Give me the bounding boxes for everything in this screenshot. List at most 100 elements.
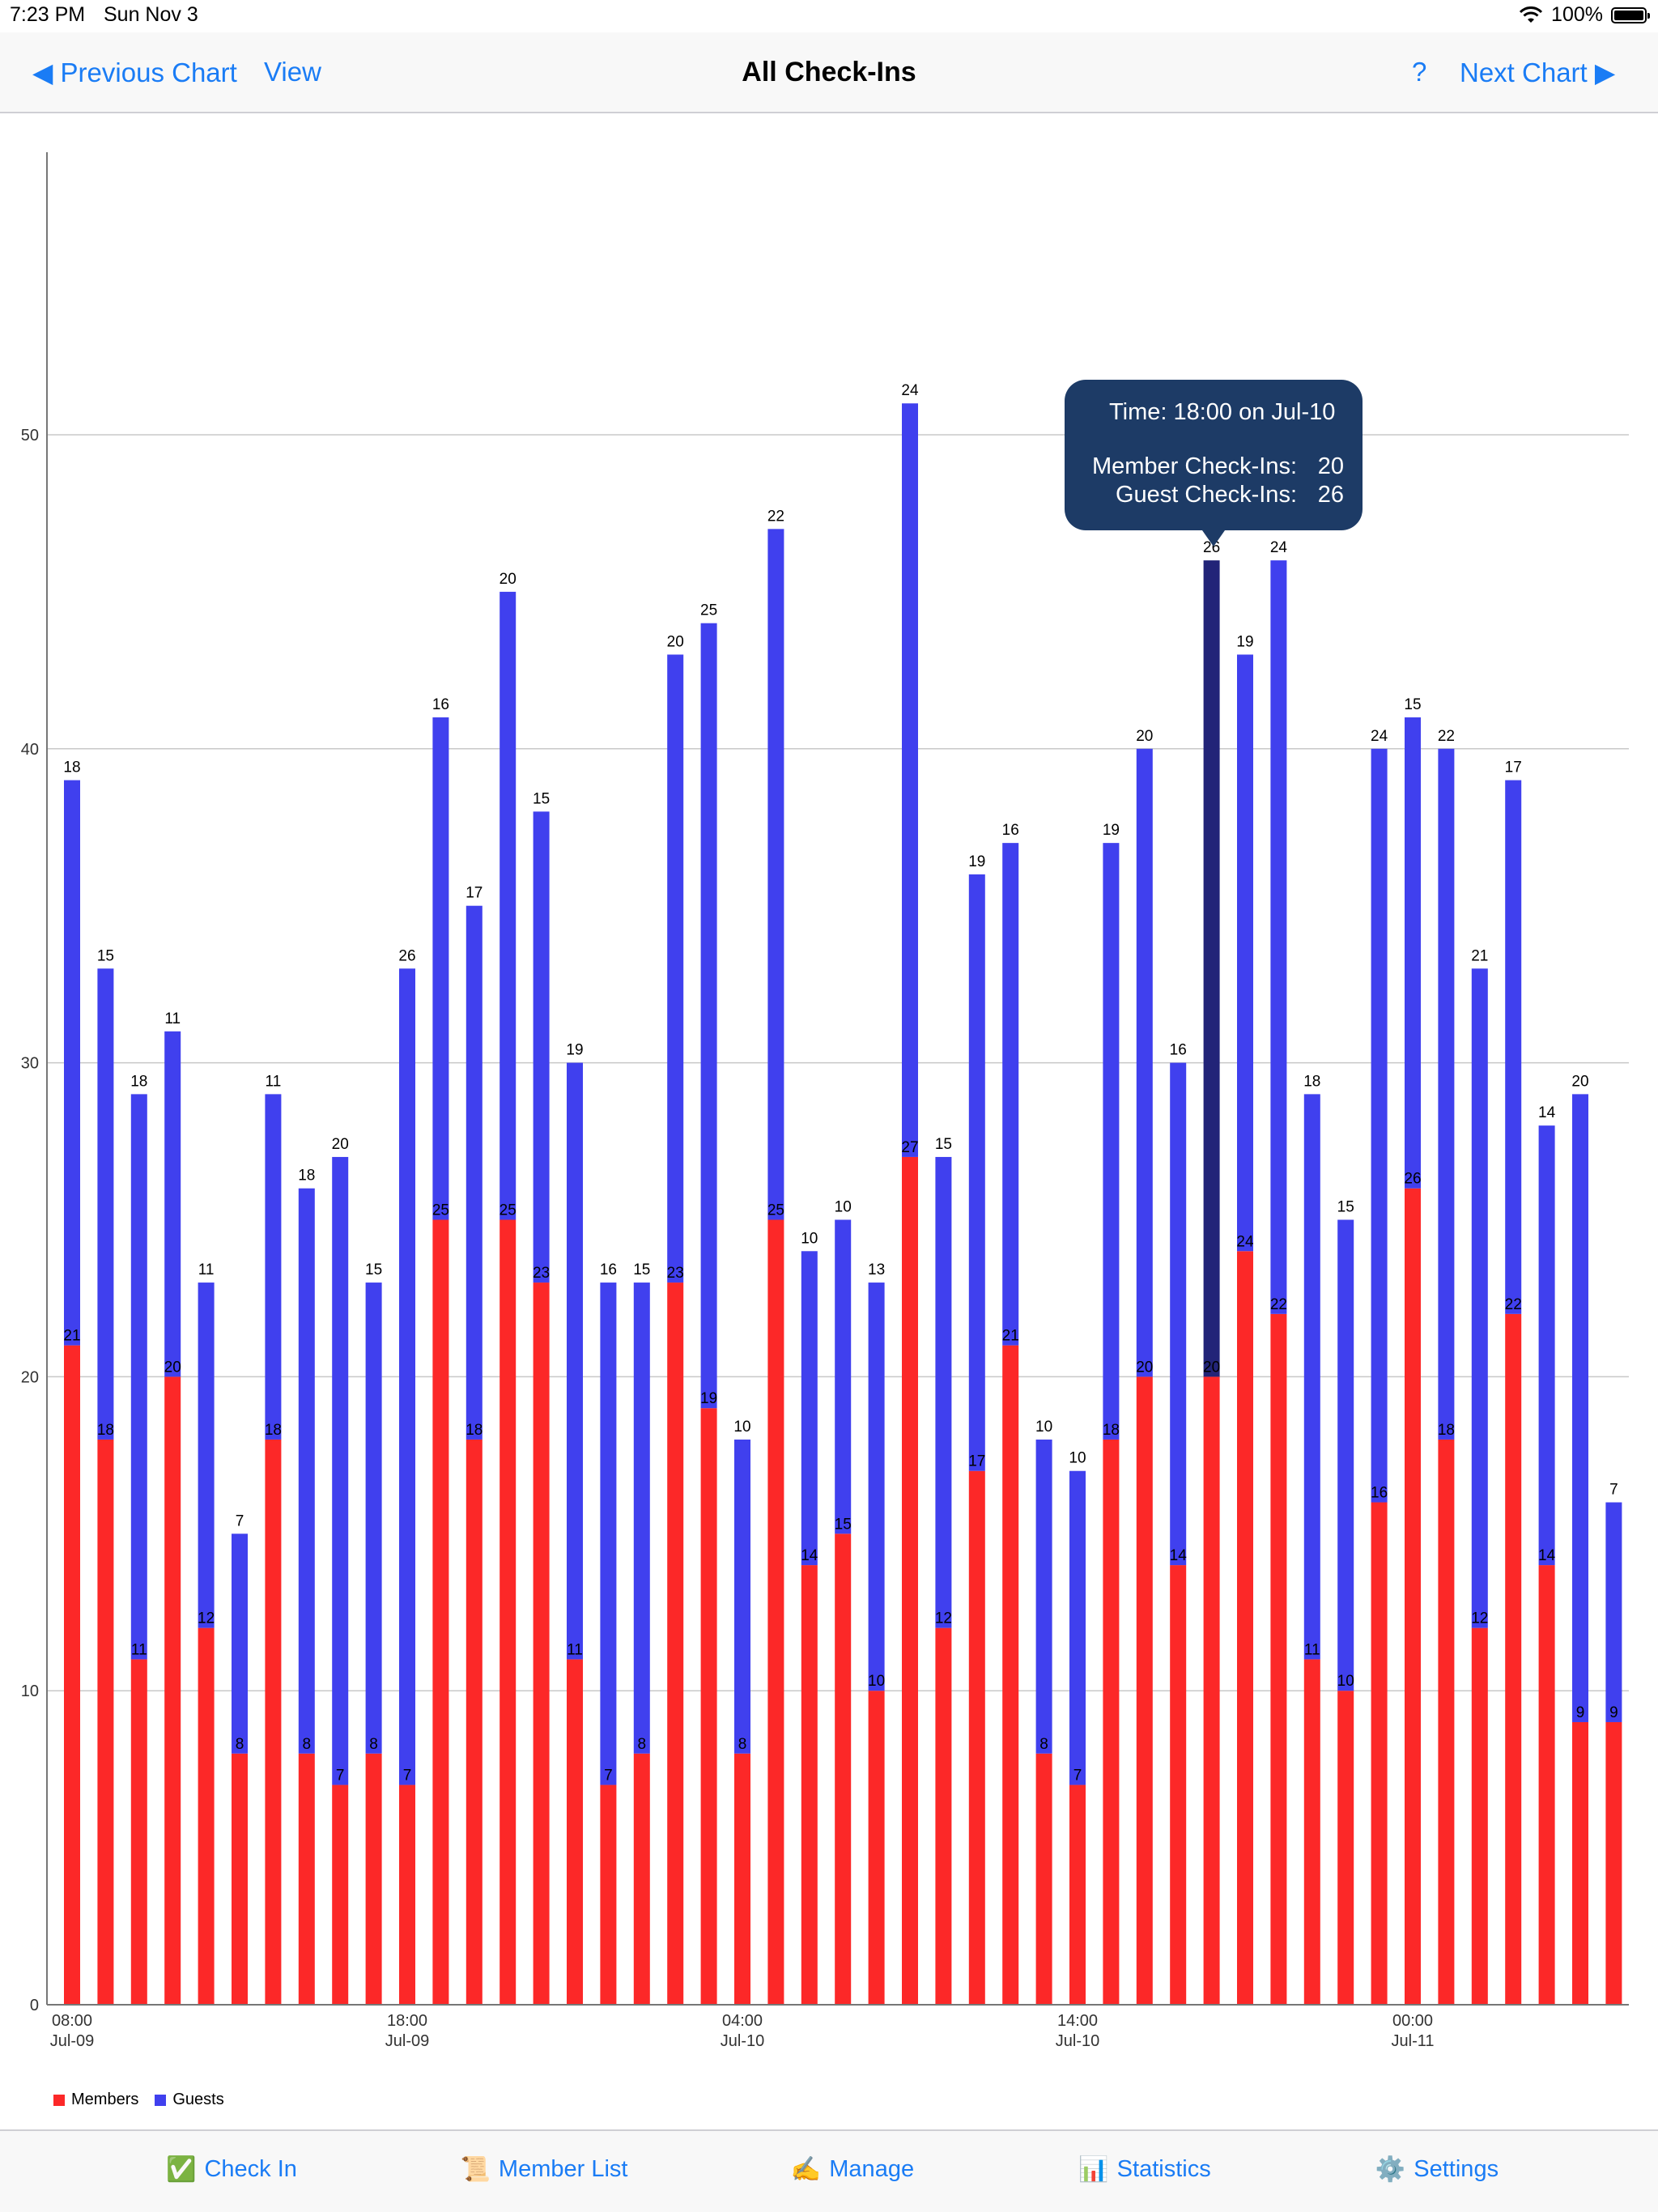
label-members-26: 12 <box>935 1610 952 1627</box>
label-guests-26: 15 <box>935 1136 952 1153</box>
bar-members-38 <box>1337 1691 1354 2005</box>
label-guests-43: 17 <box>1505 759 1522 776</box>
tab-statistics[interactable]: 📊 Statistics <box>1078 2155 1210 2184</box>
view-button[interactable]: View <box>264 57 321 87</box>
tab-settings[interactable]: ⚙️ Settings <box>1375 2155 1499 2184</box>
x-tick-date-30: Jul-10 <box>1056 2032 1099 2050</box>
page-title: All Check-Ins <box>742 57 916 87</box>
tab-check-in[interactable]: ✅ Check In <box>166 2155 297 2184</box>
bar-members-20 <box>734 1753 750 2005</box>
bar-guests-10 <box>399 968 415 1785</box>
label-guests-0: 18 <box>63 759 80 776</box>
bar-guests-17 <box>633 1283 650 1754</box>
bar-members-16 <box>600 1784 617 2005</box>
bar-guests-5 <box>232 1534 248 1754</box>
wifi-icon <box>1519 6 1543 23</box>
label-members-37: 11 <box>1304 1641 1320 1658</box>
labels-layer: 21 18 18 15 11 18 20 11 12 11 8 7 18 11 8 18 7 20 8 15 7 26 25… <box>63 382 1618 1784</box>
bar-members-6 <box>265 1439 282 2005</box>
label-guests-10: 26 <box>398 947 415 964</box>
bar-members-45 <box>1572 1721 1588 2005</box>
label-members-30: 7 <box>1073 1767 1082 1784</box>
label-guests-32: 20 <box>1136 728 1153 745</box>
bar-members-46 <box>1605 1721 1622 2005</box>
bar-guests-3 <box>164 1031 181 1377</box>
label-members-36: 22 <box>1270 1296 1287 1313</box>
label-members-8: 7 <box>336 1767 345 1784</box>
bar-members-27 <box>968 1470 985 2005</box>
tab-bar: ✅ Check In 📜 Member List ✍️ Manage 📊 Sta… <box>0 2129 1658 2212</box>
label-guests-11: 16 <box>432 696 449 713</box>
help-button[interactable]: ? <box>1412 57 1427 87</box>
label-members-34: 20 <box>1203 1359 1220 1376</box>
axis-layer: 0 10 20 30 40 50 08:00 Jul-09 18:00 Jul-09 04:00 Ju… <box>21 151 1629 2050</box>
tab-manage[interactable]: ✍️ Manage <box>791 2155 914 2184</box>
label-guests-4: 11 <box>198 1261 215 1278</box>
bar-members-26 <box>935 1627 952 2005</box>
bar-members-10 <box>399 1784 415 2005</box>
bar-guests-21 <box>767 529 784 1220</box>
previous-chart-button[interactable]: ◀ Previous Chart <box>32 57 237 87</box>
label-guests-46: 7 <box>1609 1482 1618 1499</box>
label-guests-33: 16 <box>1170 1042 1187 1059</box>
label-members-42: 12 <box>1471 1610 1488 1627</box>
x-tick-time-40: 00:00 <box>1392 2012 1433 2030</box>
label-guests-22: 10 <box>801 1230 818 1247</box>
label-guests-21: 22 <box>767 508 784 525</box>
label-guests-30: 10 <box>1069 1450 1086 1467</box>
bar-guests-24 <box>868 1283 885 1691</box>
bar-members-15 <box>567 1659 583 2005</box>
bar-guests-4 <box>198 1283 215 1628</box>
bar-guests-20 <box>734 1439 750 1754</box>
bar-members-7 <box>298 1753 315 2005</box>
bar-members-8 <box>332 1784 349 2005</box>
label-guests-24: 13 <box>868 1261 885 1278</box>
bar-members-28 <box>1002 1345 1019 2005</box>
x-tick-date-10: Jul-09 <box>385 2032 429 2050</box>
bar-guests-9 <box>365 1283 382 1754</box>
bar-members-12 <box>466 1439 483 2005</box>
gear-icon: ⚙️ <box>1375 2156 1406 2183</box>
bar-guests-31 <box>1103 843 1120 1440</box>
tooltip-time: Time: 18:00 on Jul-10 <box>1109 399 1336 425</box>
tab-check-in-label: Check In <box>204 2156 297 2182</box>
bar-members-2 <box>130 1659 147 2005</box>
label-guests-1: 15 <box>97 947 114 964</box>
battery-icon <box>1611 6 1650 23</box>
stacked-bar-chart[interactable]: 21 18 18 15 11 18 20 11 12 11 8 7 18 11 8 18 7 20 8 15 7 26 25… <box>0 113 1658 2089</box>
tab-member-list[interactable]: 📜 Member List <box>461 2155 628 2184</box>
y-tick-label-20: 20 <box>21 1368 39 1386</box>
bar-guests-29 <box>1035 1439 1052 1754</box>
bar-members-14 <box>533 1283 550 2005</box>
label-members-2: 11 <box>131 1641 147 1658</box>
tab-manage-label: Manage <box>829 2156 915 2182</box>
bar-members-24 <box>868 1691 885 2005</box>
bar-guests-44 <box>1538 1125 1555 1566</box>
label-members-4: 12 <box>198 1610 215 1627</box>
label-members-22: 14 <box>801 1547 818 1564</box>
tooltip-member-row: Member Check-Ins: 20 <box>1065 453 1344 480</box>
bar-members-30 <box>1069 1784 1086 2005</box>
bar-members-42 <box>1471 1627 1488 2005</box>
bar-members-31 <box>1103 1439 1120 2005</box>
label-guests-16: 16 <box>600 1261 617 1278</box>
bar-guests-7 <box>298 1188 315 1754</box>
label-members-21: 25 <box>767 1202 784 1219</box>
label-members-17: 8 <box>638 1736 647 1753</box>
bars-layer <box>64 403 1622 2005</box>
bar-members-3 <box>164 1376 181 2005</box>
label-guests-41: 22 <box>1438 728 1455 745</box>
next-chart-button[interactable]: Next Chart ▶ <box>1460 57 1616 87</box>
bar-guests-22 <box>801 1251 818 1566</box>
bar-guests-12 <box>466 905 483 1440</box>
tooltip-guest-value: 26 <box>1317 482 1344 508</box>
bar-guests-28 <box>1002 843 1019 1346</box>
legend-guests-label: Guests <box>172 2091 224 2108</box>
tab-member-list-label: Member List <box>498 2156 628 2182</box>
bar-members-41 <box>1438 1439 1455 2005</box>
bar-guests-23 <box>835 1219 852 1534</box>
tooltip-member-label: Member Check-Ins: <box>1091 453 1297 479</box>
label-guests-17: 15 <box>633 1261 650 1278</box>
x-tick-time-10: 18:00 <box>387 2012 427 2030</box>
battery-percent: 100% <box>1551 3 1603 26</box>
